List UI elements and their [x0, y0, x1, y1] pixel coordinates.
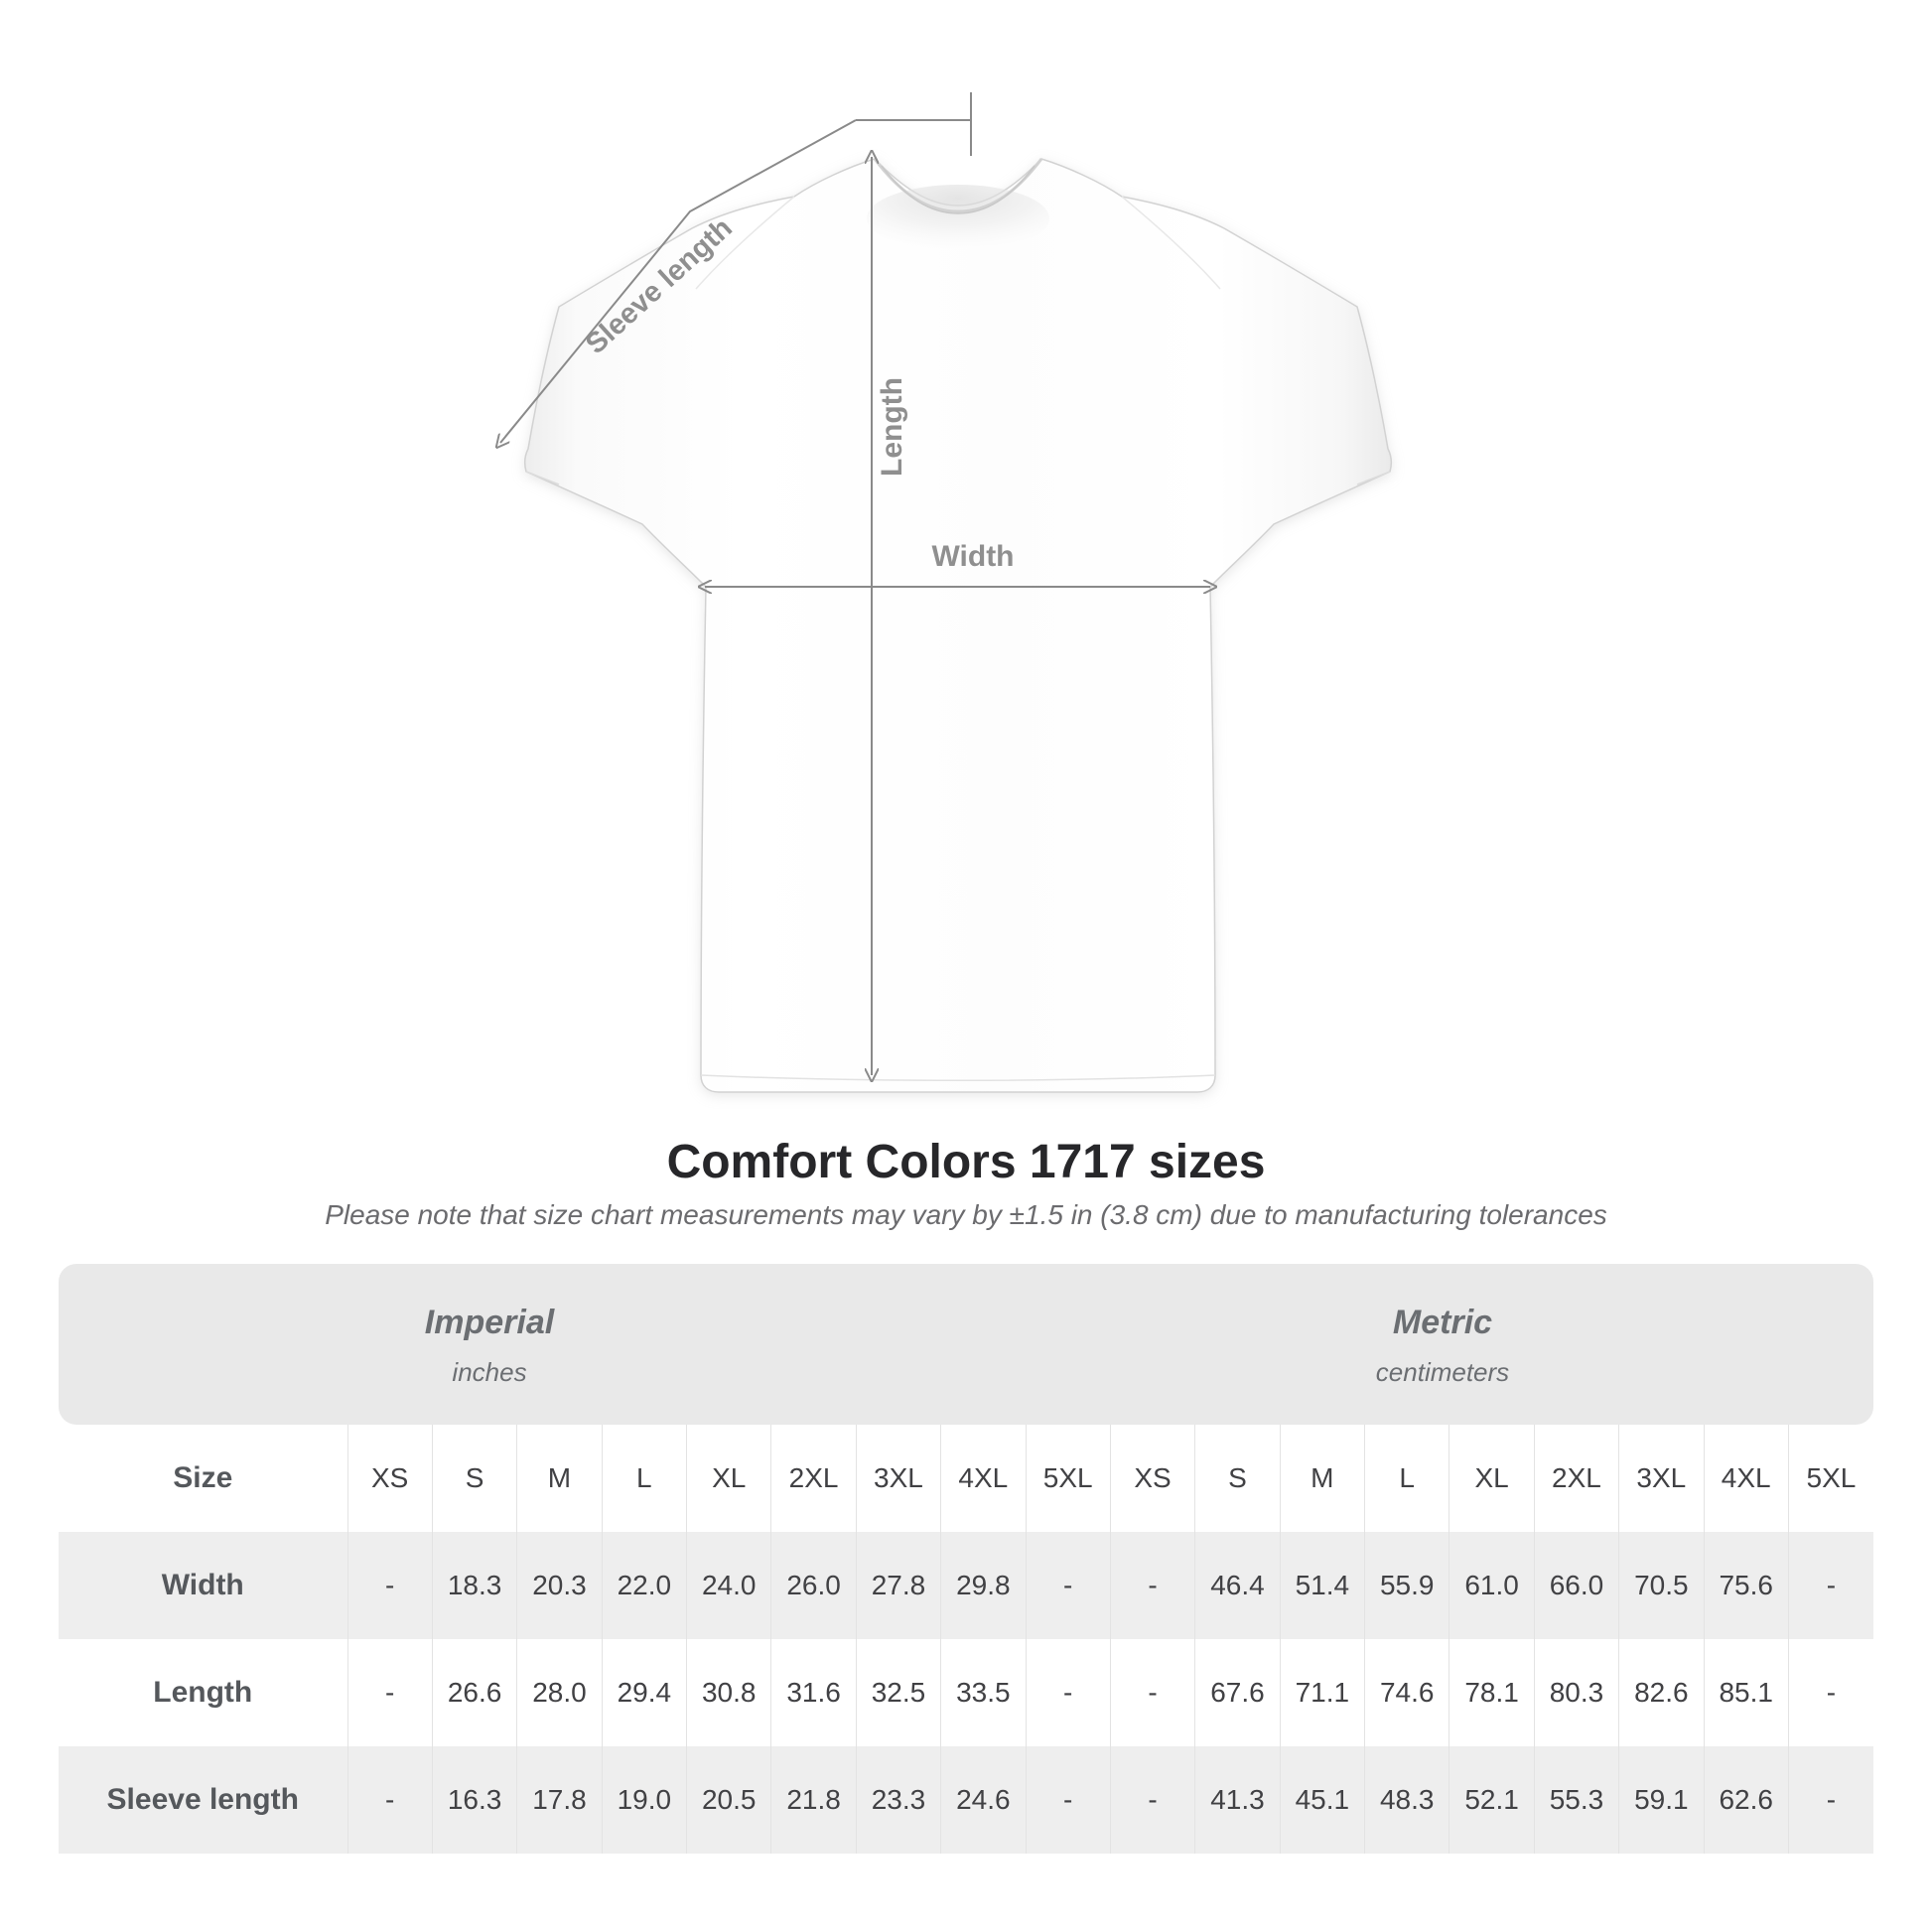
svg-text:Length: Length — [876, 377, 908, 477]
svg-text:Width: Width — [931, 540, 1014, 573]
